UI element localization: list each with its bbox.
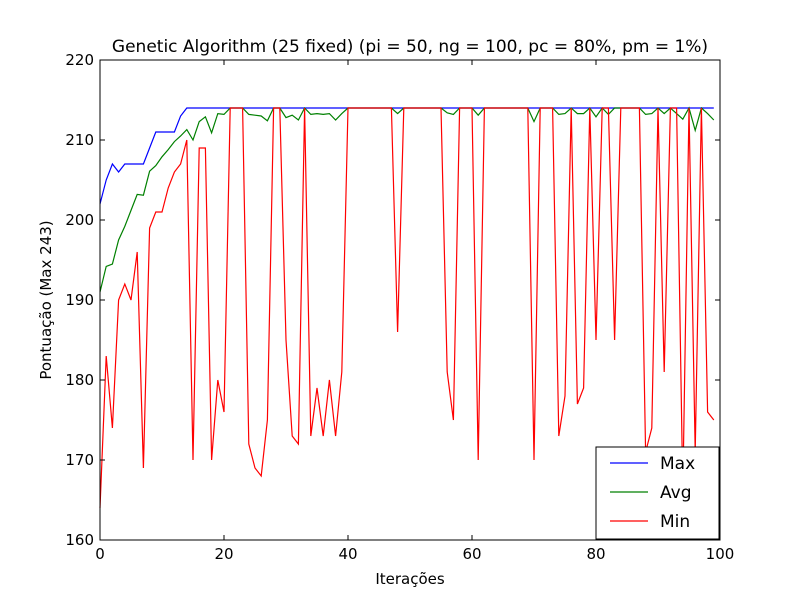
ticks-layer: 0 20 40 60 80 100 160 170 180 190 200 210 220 — [65, 51, 734, 563]
y-tick-label: 220 — [65, 51, 94, 69]
x-tick-label: 0 — [95, 545, 105, 563]
y-tick-label: 210 — [65, 131, 94, 149]
legend-box — [595, 446, 720, 540]
y-tick-label: 160 — [65, 531, 94, 549]
x-tick-label: 80 — [586, 545, 605, 563]
legend-label-max: Max — [660, 454, 695, 474]
y-axis-label: Pontuação (Max 243) — [37, 220, 55, 379]
y-tick-label: 170 — [65, 451, 94, 469]
x-tick-label: 100 — [706, 545, 735, 563]
y-tick-label: 200 — [65, 211, 94, 229]
y-tick-label: 190 — [65, 291, 94, 309]
series-layer — [99, 106, 715, 509]
y-tick-label: 180 — [65, 371, 94, 389]
chart-title: Genetic Algorithm (25 fixed) (pi = 50, n… — [112, 37, 708, 57]
legend-label-avg: Avg — [660, 483, 692, 503]
x-tick-label: 20 — [214, 545, 233, 563]
legend: Max Avg Min — [595, 446, 720, 540]
x-tick-label: 40 — [338, 545, 357, 563]
legend-label-min: Min — [660, 512, 690, 532]
x-axis-label: Iterações — [375, 570, 445, 588]
series-line-min — [99, 107, 715, 509]
plot-frame — [99, 59, 721, 541]
x-tick-label: 60 — [462, 545, 481, 563]
